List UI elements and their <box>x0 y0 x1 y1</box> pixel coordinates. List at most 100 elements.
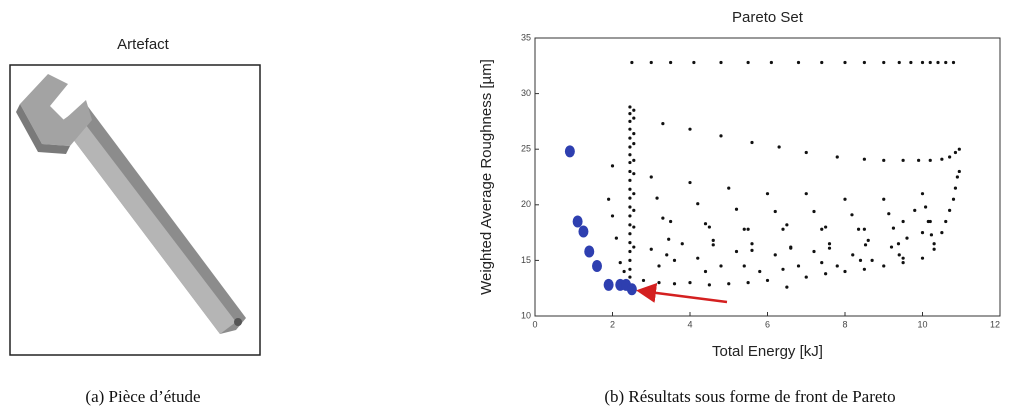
panel-title: Artefact <box>117 36 170 53</box>
point <box>804 275 808 279</box>
point <box>692 60 696 65</box>
y-tick-label: 15 <box>521 255 531 265</box>
y-tick-label: 20 <box>521 199 531 209</box>
point <box>672 282 677 286</box>
point <box>835 264 839 268</box>
point <box>618 261 622 265</box>
chart-title: Pareto Set <box>732 9 804 26</box>
point <box>835 155 839 159</box>
point <box>628 119 632 123</box>
pareto-point <box>592 259 602 272</box>
point <box>796 264 801 268</box>
point <box>863 243 868 247</box>
point <box>632 192 636 196</box>
point <box>948 155 952 159</box>
point <box>632 225 636 229</box>
point <box>628 145 632 149</box>
point <box>951 60 956 65</box>
point <box>742 264 746 268</box>
point <box>953 150 958 155</box>
point <box>649 247 653 251</box>
point <box>632 158 636 162</box>
point <box>827 242 832 246</box>
point <box>669 219 673 224</box>
point <box>920 256 925 260</box>
point <box>696 202 700 206</box>
point <box>820 60 824 65</box>
point <box>628 153 632 157</box>
point <box>917 158 921 162</box>
point <box>746 281 750 285</box>
point <box>632 142 636 146</box>
x-tick-label: 12 <box>990 319 1000 329</box>
point <box>901 261 905 265</box>
point <box>796 60 801 65</box>
point <box>781 227 785 231</box>
point <box>632 132 636 136</box>
point <box>727 186 731 190</box>
point <box>758 269 762 274</box>
x-tick-label: 4 <box>687 319 692 329</box>
point <box>913 208 917 212</box>
point <box>610 164 615 168</box>
point <box>932 247 936 251</box>
point <box>936 60 940 65</box>
point <box>929 233 934 237</box>
x-tick-label: 6 <box>765 319 770 329</box>
point <box>703 269 708 274</box>
y-tick-label: 30 <box>521 88 531 98</box>
y-tick-label: 35 <box>521 32 531 42</box>
point <box>628 232 632 236</box>
point <box>812 209 816 214</box>
point <box>628 196 632 200</box>
point <box>632 172 636 176</box>
point <box>944 219 948 224</box>
point <box>610 214 615 218</box>
caption: (a) Pièce d’étude <box>85 387 200 406</box>
point <box>944 60 948 65</box>
point <box>851 253 855 257</box>
point <box>820 261 824 265</box>
point <box>928 158 932 162</box>
point <box>905 236 909 240</box>
point <box>862 157 866 161</box>
point <box>657 281 661 285</box>
point <box>901 158 905 162</box>
pareto-point <box>603 278 614 291</box>
annotation-arrow <box>636 282 728 304</box>
point <box>862 267 866 271</box>
point <box>628 178 632 182</box>
point <box>734 207 739 211</box>
point <box>734 249 739 254</box>
point <box>669 60 673 65</box>
point <box>657 264 661 268</box>
plot-frame <box>534 37 1001 317</box>
point <box>711 243 715 247</box>
point <box>622 269 626 274</box>
point <box>909 60 913 65</box>
point <box>680 242 684 246</box>
point <box>746 227 750 231</box>
y-tick-label: 25 <box>521 144 531 154</box>
point <box>882 158 886 162</box>
pareto-point <box>578 225 589 238</box>
point <box>628 127 632 131</box>
point <box>948 208 952 212</box>
point <box>843 269 847 274</box>
point <box>777 145 781 149</box>
point <box>719 134 723 138</box>
x-tick-label: 2 <box>610 319 615 329</box>
point <box>928 60 932 65</box>
point <box>632 116 636 120</box>
wrench-image <box>16 74 246 334</box>
point <box>742 227 746 231</box>
point <box>727 282 731 286</box>
point <box>707 283 711 287</box>
point <box>901 219 905 224</box>
point <box>924 205 928 209</box>
point <box>773 209 777 214</box>
point <box>628 241 632 245</box>
point <box>688 180 692 185</box>
point <box>661 216 665 220</box>
